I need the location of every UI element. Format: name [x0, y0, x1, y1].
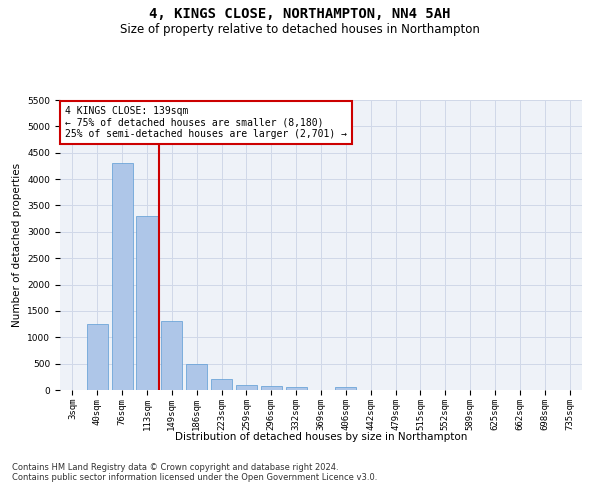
- Y-axis label: Number of detached properties: Number of detached properties: [12, 163, 22, 327]
- Text: Contains public sector information licensed under the Open Government Licence v3: Contains public sector information licen…: [12, 474, 377, 482]
- Bar: [161, 322, 182, 390]
- Bar: [236, 384, 257, 390]
- Text: Contains HM Land Registry data © Crown copyright and database right 2024.: Contains HM Land Registry data © Crown c…: [12, 464, 338, 472]
- Bar: [186, 364, 207, 390]
- Bar: [136, 216, 158, 390]
- Bar: [335, 387, 356, 390]
- Text: Distribution of detached houses by size in Northampton: Distribution of detached houses by size …: [175, 432, 467, 442]
- Text: 4 KINGS CLOSE: 139sqm
← 75% of detached houses are smaller (8,180)
25% of semi-d: 4 KINGS CLOSE: 139sqm ← 75% of detached …: [65, 106, 347, 139]
- Bar: [286, 387, 307, 390]
- Bar: [211, 380, 232, 390]
- Bar: [112, 164, 133, 390]
- Bar: [261, 386, 282, 390]
- Text: 4, KINGS CLOSE, NORTHAMPTON, NN4 5AH: 4, KINGS CLOSE, NORTHAMPTON, NN4 5AH: [149, 8, 451, 22]
- Bar: [87, 324, 108, 390]
- Text: Size of property relative to detached houses in Northampton: Size of property relative to detached ho…: [120, 22, 480, 36]
